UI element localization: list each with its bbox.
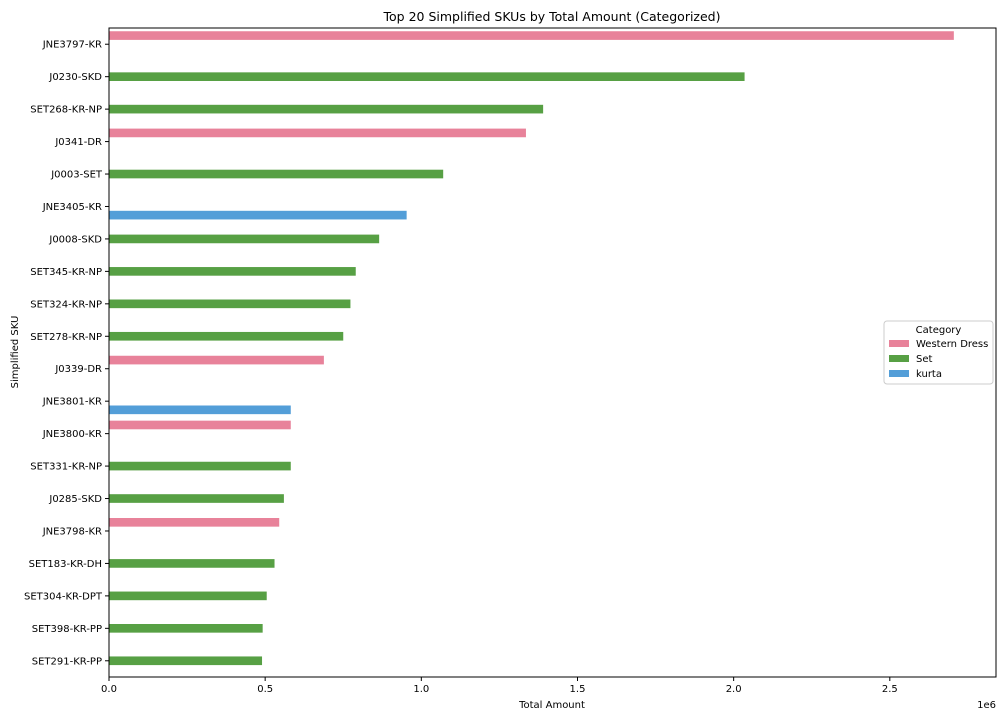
legend-item-label: kurta xyxy=(916,369,942,380)
legend-item-label: Western Dress xyxy=(916,339,988,350)
bar-set268-kr-np xyxy=(109,104,544,114)
y-tick-label: SET291-KR-PP xyxy=(32,656,102,667)
legend-item-label: Set xyxy=(916,354,933,365)
bar-set183-kr-dh xyxy=(109,559,275,568)
y-tick-label: JNE3801-KR xyxy=(42,397,102,408)
legend-swatch xyxy=(889,370,909,377)
bar-j0339-dr xyxy=(109,355,324,365)
x-tick-label: 2.0 xyxy=(726,684,742,695)
bar-set398-kr-pp xyxy=(109,624,263,633)
bar-j0341-dr xyxy=(109,128,526,138)
bar-j0230-skd xyxy=(109,72,745,81)
bar-set291-kr-pp xyxy=(109,656,263,666)
bar-set331-kr-np xyxy=(109,461,291,471)
y-tick-label: JNE3797-KR xyxy=(42,40,102,51)
bar-jne3797-kr xyxy=(109,31,954,40)
legend-swatch xyxy=(889,355,909,362)
x-axis-scale-label: 1e6 xyxy=(977,700,996,711)
y-tick-label: J0008-SKD xyxy=(48,234,102,245)
y-tick-label: JNE3798-KR xyxy=(42,526,102,537)
y-axis: JNE3797-KR J0230-SKD SET268-KR-NP J0341-DR J… xyxy=(24,40,109,667)
y-tick-label: J0230-SKD xyxy=(48,72,102,83)
x-tick-label: 0.0 xyxy=(101,684,117,695)
y-tick-label: J0341-DR xyxy=(54,137,102,148)
x-tick-label: 0.5 xyxy=(257,684,273,695)
y-axis-label: Simplified SKU xyxy=(10,316,21,389)
legend-title: Category xyxy=(916,325,962,336)
y-tick-label: J0339-DR xyxy=(54,364,102,375)
bar-set345-kr-np xyxy=(109,267,356,276)
y-tick-label: SET324-KR-NP xyxy=(30,299,102,310)
bar-set278-kr-np xyxy=(109,331,344,341)
y-tick-label: JNE3800-KR xyxy=(42,429,102,440)
y-tick-label: SET398-KR-PP xyxy=(32,624,102,635)
bar-jne3800-kr xyxy=(109,420,291,430)
plot-frame xyxy=(108,27,997,678)
bar-jne3405-kr xyxy=(109,210,407,220)
bars-layer xyxy=(109,31,954,666)
legend: Category Western Dress Set kurta xyxy=(883,320,994,385)
y-tick-label: JNE3405-KR xyxy=(42,202,102,213)
y-tick-label: SET345-KR-NP xyxy=(30,267,102,278)
y-tick-label: SET304-KR-DPT xyxy=(24,591,103,602)
y-tick-label: SET331-KR-NP xyxy=(30,462,102,473)
y-tick-label: SET278-KR-NP xyxy=(30,332,102,343)
y-tick-label: J0285-SKD xyxy=(48,494,102,505)
legend-swatch xyxy=(889,340,909,347)
bar-set324-kr-np xyxy=(109,299,351,309)
bar-set304-kr-dpt xyxy=(109,591,267,601)
x-axis-label: Total Amount xyxy=(518,700,585,711)
bar-jne3801-kr xyxy=(109,405,291,415)
bar-jne3798-kr xyxy=(109,518,280,527)
x-tick-label: 1.5 xyxy=(570,684,586,695)
bar-j0003-set xyxy=(109,169,444,179)
bar-j0008-skd xyxy=(109,234,380,244)
y-tick-label: SET268-KR-NP xyxy=(30,105,102,116)
x-tick-label: 2.5 xyxy=(882,684,898,695)
x-tick-label: 1.0 xyxy=(413,684,429,695)
chart-title: Top 20 Simplified SKUs by Total Amount (… xyxy=(383,9,721,24)
x-axis: 0.0 0.5 1.0 1.5 2.0 2.5 xyxy=(101,677,898,695)
y-tick-label: J0003-SET xyxy=(50,170,103,181)
legend-box xyxy=(883,320,994,385)
y-tick-label: SET183-KR-DH xyxy=(29,559,102,570)
bar-j0285-skd xyxy=(109,494,284,503)
